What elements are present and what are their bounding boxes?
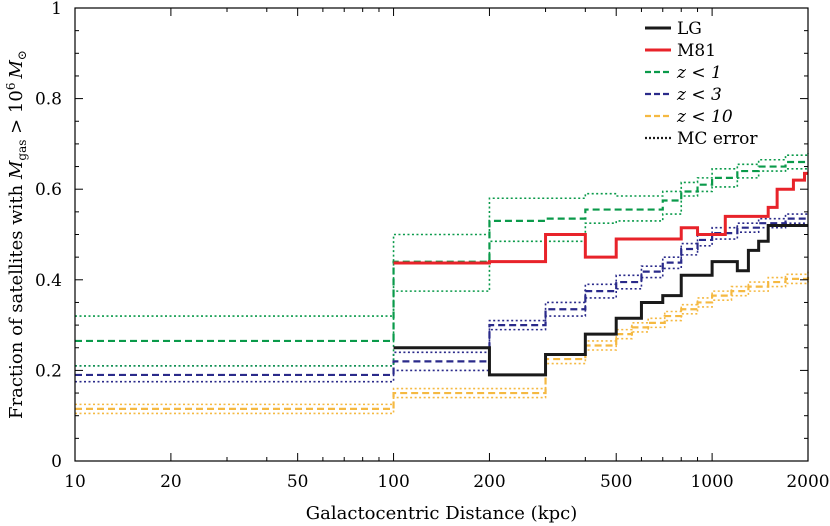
series-z-10 [75, 276, 810, 410]
tick-labels: 10 20 50 100 200 500 1000 2000 0 0.2 0.4 0.6 0.8 1 [35, 0, 830, 492]
legend-label: MC error [677, 129, 758, 149]
series-lg [393, 223, 808, 377]
y-axis-title-prefix: Fraction of satellites with [6, 179, 27, 419]
x-tick-label: 2000 [786, 472, 829, 492]
x-tick-label: 10 [64, 472, 86, 492]
series-z-1 [75, 160, 808, 343]
y-axis-title-subscript: gas [15, 140, 29, 161]
y-tick-label: 1 [51, 0, 62, 19]
legend-label: z < 3 [676, 85, 722, 105]
x-tick-label: 20 [160, 472, 182, 492]
legend-label: z < 10 [676, 107, 733, 127]
y-axis-title-symbol: M [6, 160, 27, 180]
y-axis-title-unit: M [6, 60, 27, 80]
y-tick-label: 0.8 [35, 90, 62, 110]
series-layer [75, 152, 810, 415]
legend-label: M81 [677, 41, 716, 61]
series-z-1-lower [75, 168, 808, 367]
legend-label: LG [677, 19, 702, 39]
x-tick-label: 100 [377, 472, 409, 492]
y-axis-title: Fraction of satellites with Mgas > 106M⊙ [4, 50, 29, 419]
series-m81 [393, 171, 808, 265]
y-tick-label: 0.2 [35, 361, 62, 381]
y-axis-title-superscript: 6 [4, 83, 18, 91]
y-axis-title-unit-subscript: ⊙ [15, 50, 29, 60]
y-axis-title-mid: > 10 [6, 90, 27, 139]
series-z-10-lower [75, 280, 809, 415]
series-z-1-upper [75, 152, 809, 317]
legend-label: z < 1 [676, 63, 722, 83]
ticks-layer [74, 7, 809, 462]
x-tick-label: 200 [473, 472, 505, 492]
x-axis-title: Galactocentric Distance (kpc) [306, 503, 577, 524]
x-tick-label: 500 [600, 472, 632, 492]
y-tick-label: 0 [51, 452, 62, 472]
x-tick-label: 1000 [690, 472, 733, 492]
x-tick-label: 50 [287, 472, 309, 492]
series-z-3 [75, 217, 808, 377]
y-tick-label: 0.6 [35, 180, 62, 200]
y-tick-label: 0.4 [35, 271, 62, 291]
series-z-3-upper [75, 213, 808, 367]
